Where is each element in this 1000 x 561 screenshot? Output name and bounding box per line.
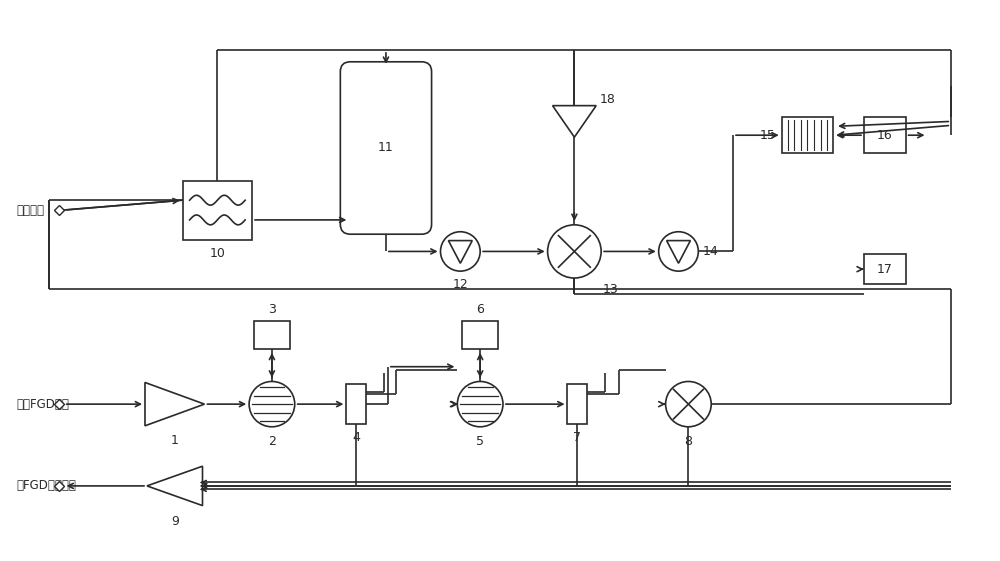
Text: 12: 12 — [452, 278, 468, 291]
Bar — [462, 321, 498, 349]
Text: 9: 9 — [171, 516, 179, 528]
Circle shape — [457, 381, 503, 427]
Text: 18: 18 — [600, 93, 616, 105]
Text: 8: 8 — [684, 435, 692, 448]
Text: 5: 5 — [476, 435, 484, 448]
Text: 13: 13 — [603, 283, 619, 296]
Polygon shape — [145, 383, 204, 426]
Circle shape — [666, 381, 711, 427]
Text: 去FGD补水系统: 去FGD补水系统 — [16, 480, 76, 493]
Text: 3: 3 — [268, 304, 276, 316]
Polygon shape — [147, 466, 203, 505]
Text: 10: 10 — [209, 246, 225, 260]
Circle shape — [249, 381, 295, 427]
FancyBboxPatch shape — [340, 62, 432, 234]
Bar — [782, 117, 833, 153]
Text: 17: 17 — [877, 263, 893, 275]
Circle shape — [659, 232, 698, 271]
Polygon shape — [667, 241, 690, 263]
Bar — [864, 117, 906, 153]
Text: 16: 16 — [877, 128, 893, 142]
Text: 7: 7 — [573, 431, 581, 444]
Text: 2: 2 — [268, 435, 276, 448]
Circle shape — [441, 232, 480, 271]
Text: 11: 11 — [378, 141, 394, 154]
Text: 4: 4 — [352, 431, 360, 444]
Bar — [183, 181, 252, 240]
Text: 15: 15 — [760, 128, 776, 142]
Bar — [346, 384, 366, 424]
Text: 来自FGD烟气: 来自FGD烟气 — [16, 398, 69, 411]
Polygon shape — [553, 105, 596, 137]
Bar — [254, 321, 290, 349]
Bar — [567, 384, 587, 424]
Text: 6: 6 — [476, 304, 484, 316]
Bar — [864, 254, 906, 284]
Circle shape — [548, 225, 601, 278]
Text: 排出烟气: 排出烟气 — [16, 204, 44, 217]
Polygon shape — [448, 241, 472, 263]
Text: 1: 1 — [171, 434, 179, 447]
Text: 14: 14 — [702, 245, 718, 258]
